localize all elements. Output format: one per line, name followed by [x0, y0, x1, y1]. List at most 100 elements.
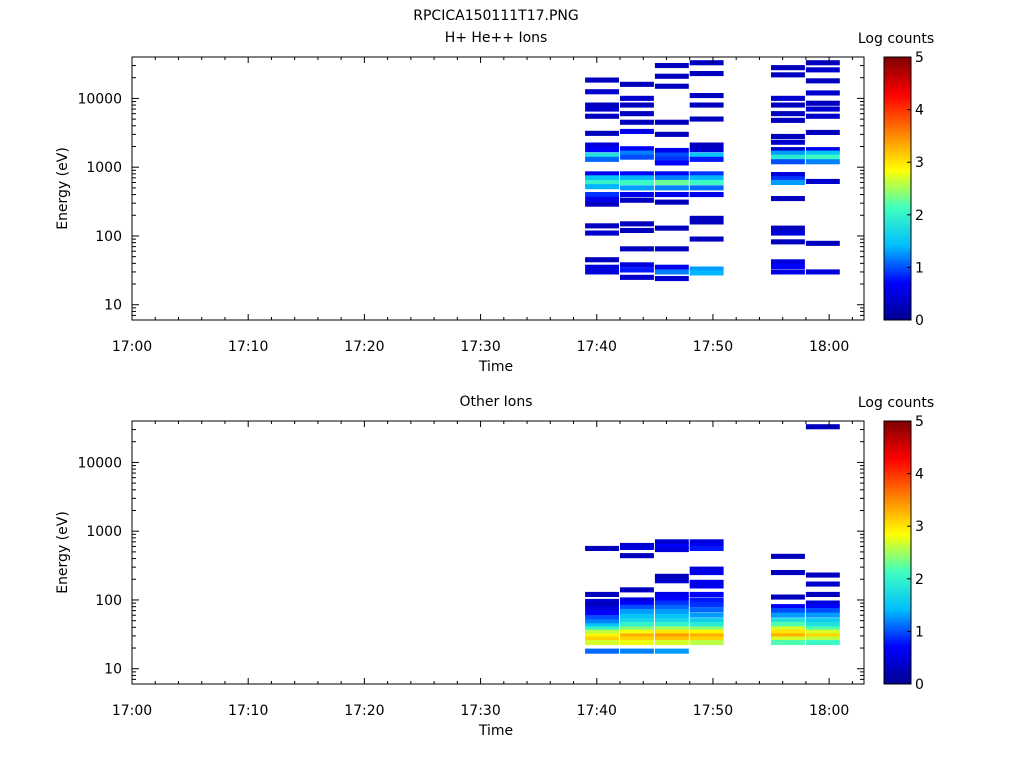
- heatmap-cell: [689, 633, 724, 639]
- colorbar-segment: [884, 212, 911, 216]
- colorbar-segment: [884, 598, 911, 602]
- heatmap-cell: [689, 175, 724, 181]
- heatmap-cell: [620, 553, 654, 559]
- heatmap-cell: [771, 139, 805, 145]
- colorbar-segment: [884, 619, 911, 624]
- heatmap-cell: [654, 626, 689, 632]
- colorbar-segment: [884, 91, 911, 95]
- heatmap-cell: [771, 621, 805, 627]
- x-tick-label: 17:20: [344, 339, 384, 355]
- colorbar-segment: [884, 170, 911, 174]
- colorbar-segment: [884, 512, 911, 516]
- colorbar-segment: [884, 521, 911, 525]
- y-tick-label: 1000: [86, 160, 122, 176]
- colorbar-tick-label: 5: [915, 50, 924, 66]
- heatmap-cell: [771, 150, 805, 156]
- heatmap-cell: [771, 629, 805, 635]
- heatmap-cell: [805, 600, 840, 606]
- colorbar-segment: [884, 225, 911, 229]
- heatmap-cell: [805, 178, 840, 184]
- colorbar-segment: [884, 606, 911, 610]
- y-tick-label: 100: [95, 229, 122, 245]
- y-axis-label: Energy (eV): [55, 147, 71, 230]
- x-tick-label: 17:30: [460, 703, 500, 719]
- heatmap-cell: [689, 607, 724, 613]
- colorbar-segment: [884, 139, 911, 143]
- colorbar-segment: [884, 203, 911, 207]
- heatmap-cell: [620, 629, 654, 635]
- colorbar-segment: [884, 448, 911, 453]
- colorbar: 0 1 2 3 4 5: [883, 414, 924, 693]
- colorbar-segment: [884, 183, 911, 187]
- heatmap-cell: [771, 594, 805, 600]
- heatmap-cell: [771, 176, 805, 182]
- colorbar-segment: [884, 556, 911, 560]
- heatmap-cell: [771, 640, 805, 646]
- x-tick-label: 17:00: [112, 703, 152, 719]
- heatmap-cell: [805, 640, 840, 646]
- colorbar-segment: [884, 111, 911, 115]
- heatmap-cell: [771, 259, 805, 265]
- heatmap-cell: [654, 591, 689, 597]
- colorbar-segment: [884, 82, 911, 86]
- colorbar-segment: [884, 611, 911, 615]
- colorbar-segment: [884, 650, 911, 654]
- colorbar-segment: [884, 201, 911, 205]
- heatmap-cell: [771, 230, 805, 236]
- heatmap-cell: [620, 621, 654, 627]
- colorbar-segment: [884, 216, 911, 220]
- y-tick-label: 10000: [77, 455, 122, 471]
- heatmap-cell: [585, 102, 619, 108]
- heatmap-cell: [654, 185, 689, 191]
- colorbar-segment: [884, 282, 911, 286]
- colorbar-segment: [884, 253, 911, 257]
- heatmap-cell: [771, 263, 805, 269]
- colorbar-segment: [884, 266, 911, 271]
- colorbar-segment: [884, 133, 911, 137]
- colorbar-segment: [884, 251, 911, 255]
- colorbar-segment: [884, 501, 911, 505]
- x-axis-label: Time: [478, 723, 513, 739]
- colorbar-segment: [884, 490, 911, 494]
- colorbar-segment: [884, 604, 911, 608]
- heatmap-cell: [585, 640, 619, 646]
- colorbar-segment: [884, 264, 911, 268]
- colorbar-frame: [883, 56, 912, 321]
- x-tick-label: 17:10: [228, 339, 268, 355]
- colorbar-segment: [884, 580, 911, 584]
- heatmap-cell: [654, 629, 689, 635]
- colorbar-segment: [884, 152, 911, 157]
- heatmap-cell: [620, 604, 654, 610]
- colorbar-segment: [884, 648, 911, 652]
- colorbar-segment: [884, 626, 911, 630]
- colorbar-segment: [884, 453, 911, 457]
- colorbar-segment: [884, 227, 911, 231]
- heatmap-cell: [689, 156, 724, 162]
- colorbar-segment: [884, 668, 911, 672]
- heatmap-cell: [771, 117, 805, 123]
- heatmap-cell: [620, 274, 654, 280]
- colorbar-segment: [884, 155, 911, 159]
- heatmap-cell: [654, 539, 689, 545]
- heatmap-cells: [585, 60, 840, 282]
- heatmap-cell: [654, 179, 689, 185]
- colorbar-segment: [884, 516, 911, 521]
- heatmap-cell: [585, 591, 619, 597]
- colorbar-tick-label: 2: [915, 572, 924, 588]
- colorbar-segment: [884, 299, 911, 303]
- colorbar-segment: [884, 144, 911, 148]
- colorbar-segment: [884, 102, 911, 106]
- colorbar-segment: [884, 582, 911, 586]
- colorbar-segment: [884, 589, 911, 593]
- heatmap-cell: [654, 595, 689, 601]
- heatmap-cell: [585, 636, 619, 642]
- colorbar-segment: [884, 554, 911, 558]
- heatmap-cell: [771, 159, 805, 165]
- colorbar-segment: [884, 534, 911, 538]
- heatmap-cell: [771, 553, 805, 559]
- colorbar-segment: [884, 293, 911, 297]
- heatmap-cell: [805, 424, 840, 430]
- heatmap-cell: [620, 221, 654, 227]
- colorbar-segment: [884, 429, 911, 433]
- heatmap-cell: [620, 171, 654, 177]
